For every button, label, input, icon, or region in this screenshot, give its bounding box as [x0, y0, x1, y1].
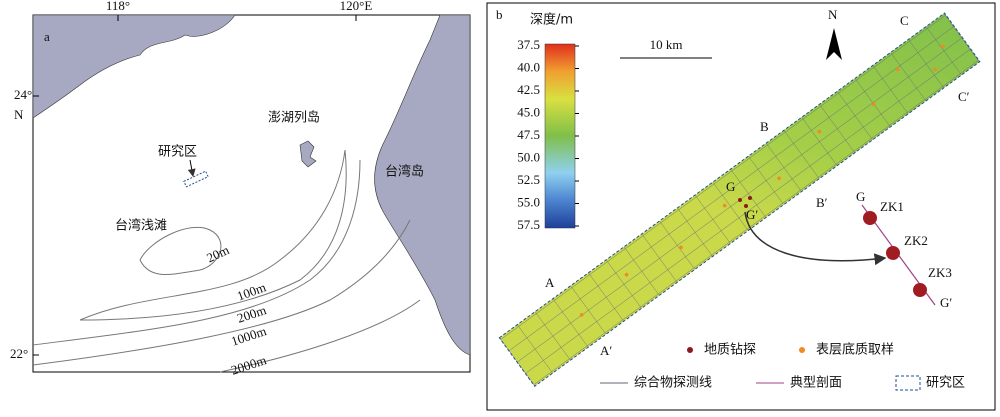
- label: 研究区: [158, 145, 197, 160]
- lat-label: 22°: [10, 346, 28, 361]
- section-label: G′: [746, 207, 758, 222]
- inset-label: ZK1: [880, 199, 904, 214]
- section-label: A′: [600, 343, 612, 358]
- penghu-land: [299, 140, 317, 168]
- samples: [579, 44, 945, 317]
- taiwan-land: [374, 14, 471, 356]
- panel-label: a: [44, 29, 50, 44]
- borehole: [886, 246, 900, 260]
- legend-symbol: [895, 375, 921, 391]
- legend-label: 表层底质取样: [816, 342, 894, 358]
- isobath-lines: [32, 149, 421, 373]
- colorbar-ticks: 37.5 40.0 42.5 45.0 47.5 50.0 52.5 55.0 57.5: [517, 37, 579, 232]
- colorbar-tick-label: 42.5: [517, 82, 540, 97]
- legend-label: 综合物探测线: [634, 376, 712, 391]
- pointer: [187, 159, 196, 177]
- inset-label: ZK2: [904, 233, 928, 248]
- scale-label: 10 km: [650, 37, 683, 52]
- legend-symbol: [687, 347, 693, 353]
- section-label: A: [545, 275, 555, 290]
- label: 台湾浅滩: [115, 218, 167, 234]
- colorbar-title: 深度/m: [530, 12, 573, 28]
- section-label: C: [900, 13, 909, 28]
- section-label: B: [760, 119, 769, 134]
- colorbar-tick-label: 45.0: [517, 104, 540, 119]
- inset-label: ZK3: [928, 265, 952, 280]
- colorbar-tick-label: 57.5: [517, 217, 540, 232]
- lat-label: 24°: [14, 87, 32, 102]
- panel-label: b: [496, 7, 503, 22]
- inset-arrow: [744, 211, 887, 266]
- legend-symbol: [799, 347, 805, 353]
- north-arrow: [826, 28, 842, 60]
- section-label: C′: [958, 89, 970, 104]
- panel-b: 深度/m 37.5 40.0 42.5 45.0 47.5 50.0 52.5 55.0 57.…: [486, 2, 996, 411]
- colorbar-tick-label: 47.5: [517, 127, 540, 142]
- legend-label: 地质钻探: [704, 343, 756, 358]
- label: 澎湖列岛: [268, 110, 320, 126]
- borehole: [863, 211, 877, 225]
- mainland: [32, 14, 236, 119]
- colorbar-tick-label: 37.5: [517, 37, 540, 52]
- section-label: G: [726, 179, 735, 194]
- legend-label: 典型剖面: [790, 376, 842, 391]
- north-label: N: [828, 7, 838, 22]
- colorbar: [544, 43, 576, 229]
- inset-label: G′: [940, 295, 952, 310]
- lat-label: N: [14, 107, 24, 122]
- section-label: B′: [816, 195, 828, 210]
- panel-a: 118° 120°E 24° N 22° a 研究区 澎湖列岛 台湾岛 台湾浅滩…: [10, 0, 471, 378]
- inset-label: G: [856, 189, 865, 204]
- label: 台湾岛: [385, 164, 424, 180]
- drill-points: [738, 196, 752, 208]
- legend-label: 研究区: [926, 376, 965, 391]
- borehole: [913, 283, 927, 297]
- colorbar-tick-label: 55.0: [517, 194, 540, 209]
- lon-label: 118°: [106, 0, 130, 13]
- colorbar-tick-label: 52.5: [517, 172, 540, 187]
- lon-label: 120°E: [340, 0, 373, 13]
- colorbar-tick-label: 50.0: [517, 149, 540, 164]
- study-boundary: [498, 12, 981, 387]
- colorbar-tick-label: 40.0: [517, 59, 540, 74]
